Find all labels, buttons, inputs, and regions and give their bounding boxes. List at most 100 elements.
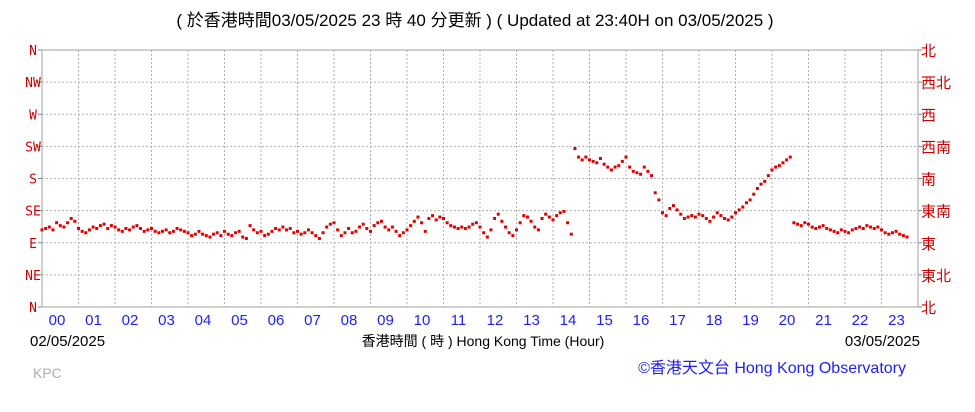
data-point bbox=[489, 228, 493, 232]
data-point bbox=[150, 226, 153, 230]
data-point bbox=[467, 225, 471, 229]
x-tick-label: 03 bbox=[158, 312, 175, 329]
data-point bbox=[558, 211, 562, 215]
data-point bbox=[296, 229, 299, 233]
data-point bbox=[427, 216, 431, 220]
data-point bbox=[507, 231, 511, 235]
x-tick-label: 04 bbox=[195, 312, 212, 329]
data-point bbox=[306, 228, 310, 232]
x-tick-label: 21 bbox=[815, 312, 832, 329]
data-point bbox=[445, 221, 449, 225]
data-point bbox=[438, 215, 442, 219]
data-point bbox=[285, 228, 289, 232]
data-point bbox=[398, 234, 402, 238]
x-axis: 00 01 02 03 04 05 06 07 08 09 10 11 12 13 14 15 16 17 18 19… bbox=[49, 312, 905, 329]
data-point bbox=[442, 216, 445, 220]
data-point bbox=[661, 211, 664, 215]
data-point bbox=[471, 222, 475, 226]
data-point bbox=[588, 158, 591, 162]
data-point bbox=[387, 228, 391, 232]
data-point bbox=[62, 225, 66, 229]
data-point bbox=[774, 165, 778, 169]
data-point bbox=[544, 212, 548, 216]
data-point bbox=[292, 231, 296, 235]
data-point bbox=[168, 231, 172, 235]
data-point bbox=[569, 232, 573, 236]
x-tick-label: 09 bbox=[377, 312, 394, 329]
x-tick-label: 10 bbox=[414, 312, 431, 329]
data-point bbox=[226, 232, 230, 236]
data-point bbox=[901, 234, 905, 238]
data-point bbox=[153, 229, 157, 233]
y-tick-label-left: NE bbox=[25, 269, 41, 284]
station-code: KPC bbox=[33, 365, 62, 381]
data-point bbox=[905, 235, 909, 239]
data-point bbox=[347, 226, 351, 230]
data-point bbox=[679, 212, 683, 216]
data-point bbox=[84, 231, 88, 235]
data-point bbox=[372, 224, 376, 228]
data-point bbox=[186, 231, 190, 235]
data-point bbox=[763, 179, 767, 183]
x-tick-label: 11 bbox=[451, 312, 467, 329]
x-tick-label: 23 bbox=[888, 312, 905, 329]
data-point bbox=[310, 231, 314, 235]
data-point bbox=[646, 169, 650, 173]
data-point bbox=[624, 155, 628, 159]
data-point bbox=[343, 231, 347, 235]
data-point bbox=[792, 221, 796, 225]
data-point bbox=[847, 231, 851, 235]
data-point bbox=[573, 147, 577, 151]
y-tick-label-right: 東 bbox=[921, 236, 936, 253]
x-tick-label: 18 bbox=[706, 312, 723, 329]
y-axis-left: N NW W SW S SE E NE N bbox=[25, 44, 41, 316]
data-point bbox=[87, 228, 91, 232]
x-tick-label: 17 bbox=[669, 312, 686, 329]
data-point bbox=[598, 157, 602, 161]
data-point bbox=[759, 182, 763, 186]
data-point bbox=[719, 214, 723, 218]
data-point bbox=[69, 216, 73, 220]
data-point bbox=[609, 168, 613, 172]
data-point bbox=[303, 231, 307, 235]
grid bbox=[38, 49, 922, 308]
data-point bbox=[449, 224, 453, 228]
data-point bbox=[379, 219, 383, 223]
data-point bbox=[299, 232, 303, 236]
data-point bbox=[580, 158, 584, 162]
data-point bbox=[540, 216, 544, 220]
x-tick-label: 13 bbox=[523, 312, 540, 329]
y-tick-label-left: SW bbox=[25, 140, 41, 155]
data-point bbox=[390, 225, 394, 229]
data-point bbox=[536, 228, 540, 232]
data-point bbox=[208, 235, 212, 239]
data-point bbox=[876, 225, 880, 229]
data-point bbox=[613, 165, 617, 169]
data-point bbox=[160, 229, 164, 233]
data-point bbox=[697, 212, 701, 216]
data-point bbox=[730, 215, 734, 219]
y-tick-label-right: 北 bbox=[921, 300, 936, 317]
data-point bbox=[529, 219, 533, 223]
data-point bbox=[139, 226, 143, 230]
data-point bbox=[230, 234, 234, 238]
data-point bbox=[223, 229, 226, 233]
data-point bbox=[376, 221, 380, 225]
y-tick-label-right: 西 bbox=[921, 107, 936, 124]
data-point bbox=[675, 208, 679, 212]
data-point bbox=[420, 221, 424, 225]
data-point bbox=[40, 228, 44, 232]
data-point bbox=[142, 229, 146, 233]
data-point bbox=[533, 225, 537, 229]
data-point bbox=[635, 171, 639, 175]
data-point bbox=[193, 232, 197, 236]
data-point bbox=[814, 226, 818, 230]
data-point bbox=[394, 229, 398, 233]
data-point bbox=[511, 234, 515, 238]
data-point bbox=[595, 161, 599, 165]
data-point bbox=[266, 232, 270, 236]
y-tick-label-right: 西南 bbox=[921, 139, 951, 156]
data-point bbox=[51, 228, 55, 232]
data-point bbox=[409, 224, 413, 228]
